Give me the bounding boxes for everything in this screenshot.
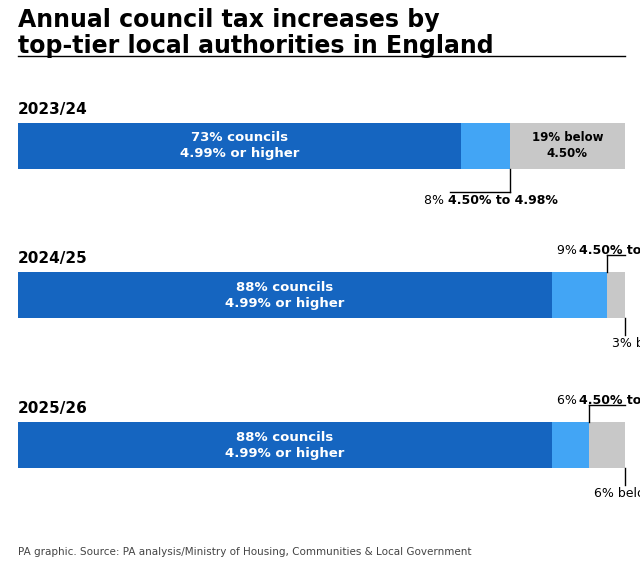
Text: 2025/26: 2025/26 — [18, 401, 88, 416]
Text: 6% below: 6% below — [593, 487, 640, 500]
Text: 19% below
4.50%: 19% below 4.50% — [532, 131, 603, 160]
Bar — [607, 272, 625, 319]
Text: PA graphic. Source: PA analysis/Ministry of Housing, Communities & Local Governm: PA graphic. Source: PA analysis/Ministry… — [18, 547, 472, 557]
Text: top-tier local authorities in England: top-tier local authorities in England — [18, 34, 493, 58]
Bar — [589, 422, 625, 468]
Text: 6%: 6% — [557, 394, 581, 407]
Text: 88% councils
4.99% or higher: 88% councils 4.99% or higher — [225, 431, 345, 460]
Text: 9%: 9% — [557, 245, 581, 258]
Text: 4.50% to 4.98%: 4.50% to 4.98% — [579, 394, 640, 407]
Text: 2023/24: 2023/24 — [18, 102, 88, 117]
Text: 3% below: 3% below — [612, 337, 640, 350]
Text: 73% councils
4.99% or higher: 73% councils 4.99% or higher — [180, 131, 300, 160]
Text: 4.50% to 4.98%: 4.50% to 4.98% — [579, 245, 640, 258]
Bar — [18, 422, 552, 468]
Bar — [18, 272, 552, 319]
Bar — [552, 422, 589, 468]
Text: 8%: 8% — [424, 194, 447, 207]
Bar — [552, 272, 607, 319]
Text: 4.50% to 4.98%: 4.50% to 4.98% — [447, 194, 557, 207]
Bar — [18, 123, 461, 169]
Bar — [461, 123, 509, 169]
Text: Annual council tax increases by: Annual council tax increases by — [18, 8, 440, 32]
Text: 88% councils
4.99% or higher: 88% councils 4.99% or higher — [225, 281, 345, 310]
Bar — [509, 123, 625, 169]
Text: 2024/25: 2024/25 — [18, 251, 88, 267]
